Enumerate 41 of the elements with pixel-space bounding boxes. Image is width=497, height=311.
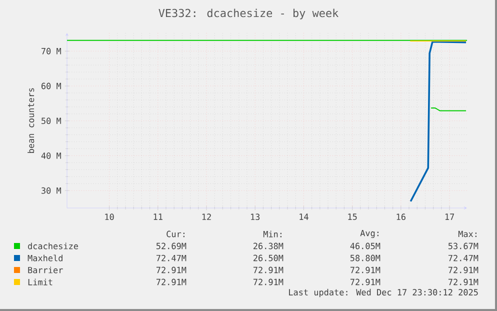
x-tick-label: 15 xyxy=(348,214,357,220)
y-tick-label: 30 M xyxy=(42,187,61,194)
x-tick-label: 10 xyxy=(105,214,114,220)
legend-label: Barrier xyxy=(28,266,63,274)
text: Max: xyxy=(458,230,476,238)
text: Avg: xyxy=(360,230,378,238)
text: Last update: Wed Dec 17 23:30:12 2025 xyxy=(289,288,478,298)
x-tick-label: 13 xyxy=(251,214,260,220)
text: 52.69M xyxy=(156,242,186,250)
x-tick-label: 16 xyxy=(396,214,406,220)
x-tick-label: 17 xyxy=(445,214,454,220)
x-tick-label: 14 xyxy=(300,214,308,220)
x-tick-label: 12 xyxy=(202,214,211,220)
text: 53.67M xyxy=(448,242,478,250)
y-tick-label: 40 M xyxy=(41,152,61,159)
x-tick-label: 11 xyxy=(154,214,162,220)
text: 72.91M xyxy=(253,278,284,286)
text: 72.91M xyxy=(350,266,380,274)
legend-label: dcachesize xyxy=(28,242,78,250)
chart-title: VE332: dcachesize - by week xyxy=(158,8,338,20)
text: 72.91M xyxy=(156,266,186,274)
y-tick-label: 50 M xyxy=(42,118,61,124)
text: Min: xyxy=(263,230,282,238)
text: 72.91M xyxy=(156,278,186,286)
text: 46.05M xyxy=(350,242,380,250)
text: 72.91M xyxy=(350,278,380,286)
text: 58.80M xyxy=(350,254,380,262)
legend-label: Limit xyxy=(28,278,52,286)
y-tick-label: 70 M xyxy=(42,48,61,54)
y-axis-title: bean counters xyxy=(28,88,34,153)
line-series xyxy=(410,40,467,202)
text: Cur: xyxy=(166,230,184,238)
text: 26.38M xyxy=(254,242,284,250)
text: 72.91M xyxy=(448,266,478,274)
text: 26.50M xyxy=(254,254,284,262)
text: 72.91M xyxy=(253,266,284,274)
text: 72.47M xyxy=(156,254,186,262)
y-tick-label: 60 M xyxy=(42,82,61,90)
text: 72.91M xyxy=(448,278,478,286)
legend-label: Maxheld xyxy=(28,254,62,262)
text: 72.47M xyxy=(448,254,478,262)
